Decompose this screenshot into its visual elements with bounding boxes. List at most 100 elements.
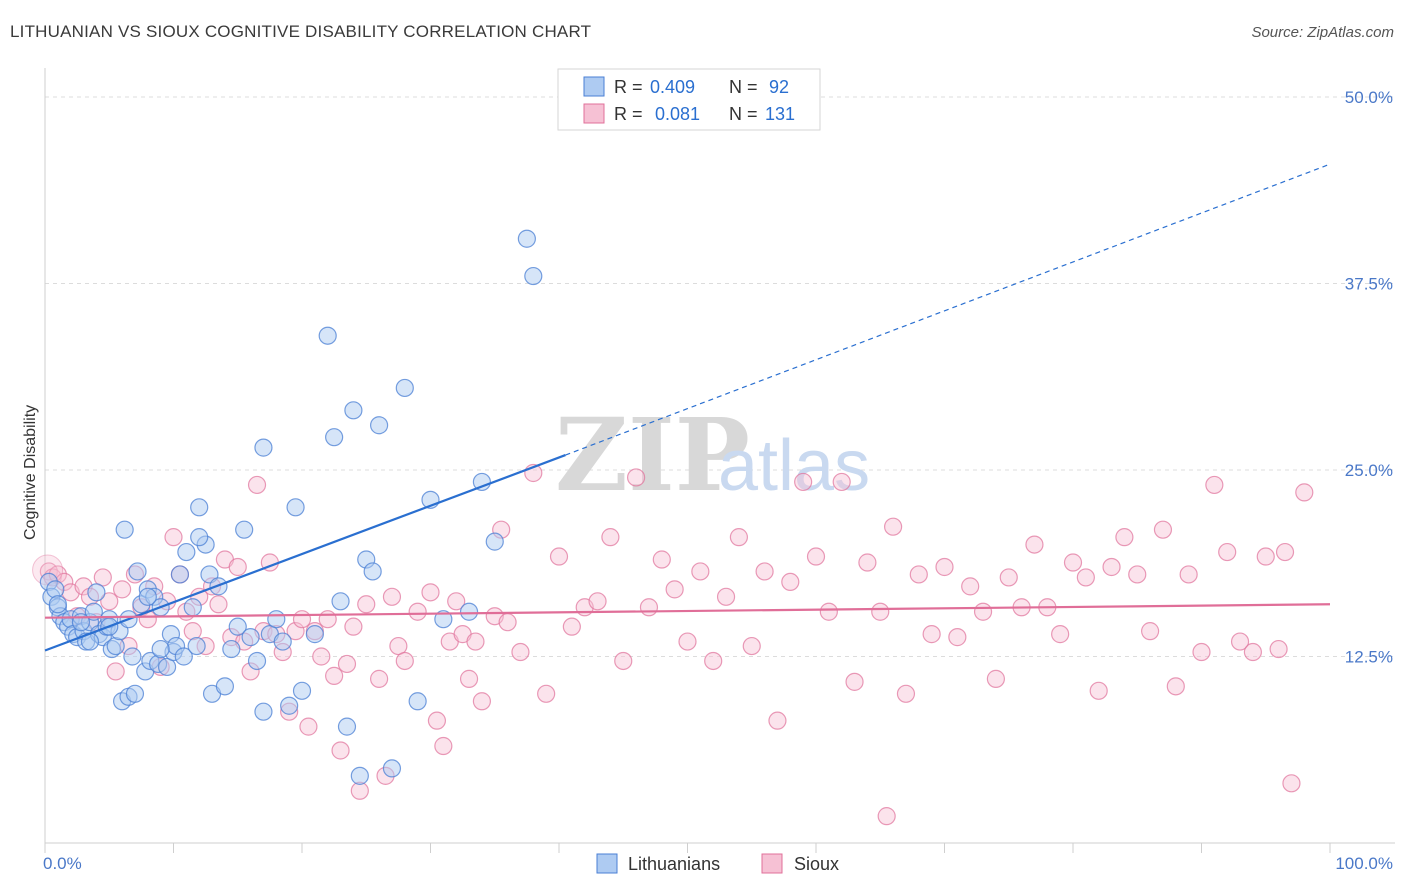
lithuanians-point <box>459 602 479 621</box>
lithuanians-point <box>524 266 543 286</box>
lithuanians-point <box>363 562 382 581</box>
sioux-point <box>691 562 710 581</box>
sioux-point <box>1230 632 1250 651</box>
legend-bottom-label-lithuanians: Lithuanians <box>628 854 720 874</box>
lithuanians-point <box>395 378 414 398</box>
sioux-point <box>1179 565 1198 584</box>
source-label: Source: ZipAtlas.com <box>1251 24 1394 41</box>
sioux-point <box>318 610 337 629</box>
sioux-point <box>883 517 903 536</box>
lithuanians-point <box>183 598 202 617</box>
lithuanians-point <box>106 636 125 656</box>
sioux-point <box>729 528 749 547</box>
lithuanians-point <box>235 520 254 539</box>
sioux-point <box>421 583 440 602</box>
lithuanians-point <box>215 677 234 696</box>
lithuanians-point <box>382 759 402 778</box>
lithuanians-point <box>48 595 67 614</box>
lithuanians-point <box>228 617 247 636</box>
sioux-point <box>395 651 414 671</box>
sioux-point <box>459 669 479 688</box>
lithuanians-point <box>151 639 170 659</box>
sioux-point <box>1115 528 1134 547</box>
sioux-point <box>845 672 864 691</box>
x-tick-labels: 0.0% 100.0% <box>43 854 1393 873</box>
sioux-point <box>1218 542 1237 562</box>
sioux-point <box>877 807 896 826</box>
sioux-point <box>896 684 916 703</box>
sioux-point <box>408 602 427 621</box>
lithuanians-point <box>128 562 147 581</box>
watermark-atlas: atlas <box>718 426 870 506</box>
sioux-point <box>183 622 202 641</box>
legend-r-label-pink: R = <box>614 104 643 124</box>
sioux-point <box>858 553 877 572</box>
lithuanians-point <box>241 628 260 647</box>
lithuanians-point <box>190 528 209 547</box>
lithuanians-point <box>292 681 312 700</box>
lithuanians-point <box>174 647 193 666</box>
lithuanians-point <box>190 498 209 517</box>
sioux-point <box>331 741 350 760</box>
legend-top: R = 0.409 N = 92 R = 0.081 N = 131 <box>557 68 821 131</box>
sioux-point <box>337 654 357 674</box>
sioux-point <box>447 592 466 611</box>
lithuanians-point <box>318 326 337 345</box>
lithuanians-point <box>331 592 350 611</box>
lithuanians-points <box>39 229 543 785</box>
sioux-point <box>1051 625 1070 644</box>
sioux-point <box>704 651 723 671</box>
sioux-point <box>112 580 132 599</box>
y-tick-labels: 12.5% 25.0% 37.5% 50.0% <box>1345 88 1393 667</box>
sioux-point <box>312 647 331 666</box>
lithuanians-point <box>434 610 453 629</box>
legend-swatch-blue <box>583 76 605 97</box>
sioux-point <box>247 475 267 495</box>
y-tick-label: 12.5% <box>1345 648 1393 667</box>
sioux-point <box>626 468 646 487</box>
sioux-point <box>1269 639 1288 659</box>
sioux-point <box>1076 568 1095 587</box>
x-tick-label: 0.0% <box>43 854 82 873</box>
sioux-point <box>1205 475 1224 495</box>
sioux-point <box>292 610 312 629</box>
sioux-point <box>1275 542 1295 562</box>
sioux-trend-line <box>44 603 1331 619</box>
legend-swatch-pink <box>583 103 605 124</box>
sioux-point <box>755 562 774 581</box>
sioux-point <box>466 632 485 651</box>
sioux-point <box>164 528 183 547</box>
sioux-point <box>678 632 697 651</box>
y-tick-label: 25.0% <box>1345 461 1393 480</box>
sioux-point <box>299 717 318 736</box>
axes <box>44 68 1395 853</box>
x-tick-label: 100.0% <box>1335 854 1393 873</box>
lithuanians-point <box>177 542 196 562</box>
lithuanians-point <box>280 696 299 715</box>
legend-n-label-pink: N = <box>729 104 758 124</box>
sioux-point <box>344 617 363 636</box>
sioux-point <box>1192 642 1211 662</box>
sioux-point <box>562 617 581 636</box>
sioux-point <box>357 595 376 614</box>
lithuanians-point <box>273 632 292 651</box>
sioux-point <box>588 592 607 611</box>
sioux-point <box>973 602 993 621</box>
sioux-point <box>325 666 344 685</box>
y-tick-label: 37.5% <box>1345 275 1393 294</box>
sioux-point <box>948 628 967 647</box>
lithuanians-point <box>254 702 273 721</box>
legend-r-value-pink: 0.081 <box>655 104 700 124</box>
lithuanians-point <box>170 565 190 584</box>
sioux-point <box>537 684 556 703</box>
lithuanians-point <box>517 229 536 248</box>
sioux-point <box>665 580 684 599</box>
y-axis-title: Cognitive Disability <box>22 405 39 540</box>
lithuanians-point <box>344 401 363 420</box>
sioux-point <box>434 736 453 756</box>
lithuanians-point <box>222 639 241 659</box>
watermark: ZIP atlas <box>555 396 870 514</box>
legend-r-label-blue: R = <box>614 77 643 97</box>
lithuanians-point <box>125 684 145 703</box>
lithuanians-point <box>325 428 344 447</box>
